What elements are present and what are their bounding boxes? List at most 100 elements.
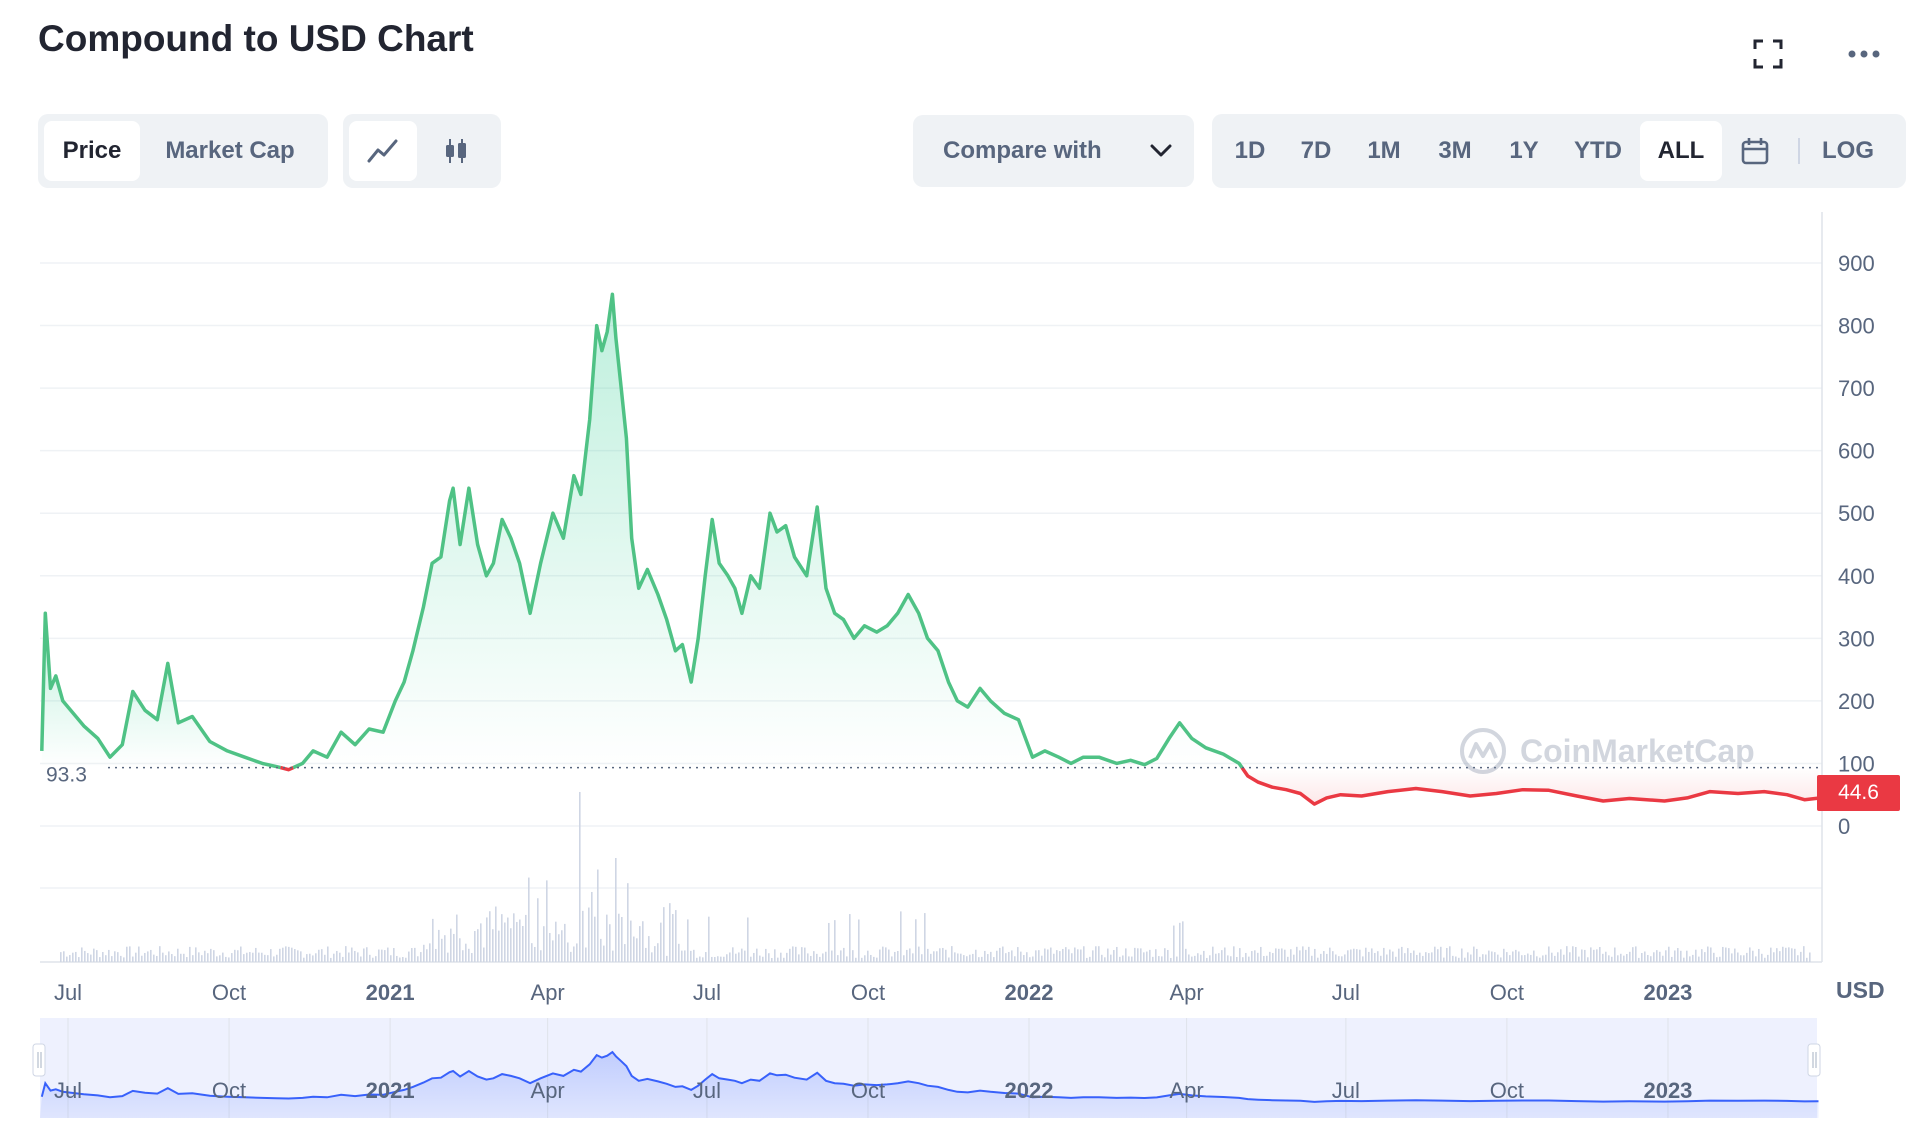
- volume-bar: [792, 946, 794, 962]
- range-ytd[interactable]: YTD: [1574, 137, 1622, 164]
- volume-bar: [1695, 949, 1697, 962]
- volume-bar: [81, 947, 83, 962]
- volume-bar: [345, 946, 347, 962]
- volume-bar: [1077, 949, 1079, 962]
- volume-bar: [1248, 956, 1250, 962]
- volume-bar: [144, 952, 146, 962]
- volume-bar: [1290, 949, 1292, 962]
- navigator-tick-label: Jul: [693, 1078, 721, 1103]
- calendar-icon[interactable]: [1722, 121, 1788, 181]
- volume-bar: [573, 946, 575, 962]
- fullscreen-icon[interactable]: [1746, 32, 1790, 76]
- navigator-handle-right[interactable]: [1807, 1043, 1821, 1077]
- range-1m[interactable]: 1M: [1367, 137, 1401, 164]
- volume-bar: [495, 906, 497, 962]
- volume-bar: [381, 949, 383, 962]
- volume-bar: [1734, 948, 1736, 962]
- volume-bar: [801, 947, 803, 962]
- volume-bar: [546, 880, 548, 962]
- volume-bar: [993, 957, 995, 962]
- range-all[interactable]: ALL: [1640, 121, 1722, 181]
- volume-bar: [1653, 952, 1655, 962]
- volume-bar: [1254, 950, 1256, 962]
- page-title: Compound to USD Chart: [38, 18, 474, 59]
- y-tick-label: 900: [1838, 251, 1875, 276]
- volume-bar: [699, 956, 701, 962]
- volume-bar: [255, 947, 257, 962]
- range-7d[interactable]: 7D: [1300, 137, 1332, 164]
- volume-bar: [1128, 956, 1130, 962]
- volume-bar: [219, 955, 221, 962]
- volume-bar: [1671, 956, 1673, 962]
- volume-bar: [1185, 948, 1187, 962]
- volume-bar: [633, 936, 635, 962]
- volume-bar: [477, 929, 479, 962]
- range-1y[interactable]: 1Y: [1509, 137, 1539, 164]
- tab-price[interactable]: Price: [44, 121, 140, 181]
- volume-bar: [762, 956, 764, 962]
- volume-bar: [411, 948, 413, 962]
- navigator-tick-label: Oct: [212, 1078, 246, 1103]
- volume-bar: [1764, 957, 1766, 962]
- volume-bar: [327, 946, 329, 962]
- volume-bar: [825, 951, 827, 962]
- volume-bar: [126, 946, 128, 962]
- more-icon[interactable]: [1842, 32, 1886, 76]
- volume-bar: [1335, 954, 1337, 962]
- navigator-tick-label: Apr: [1169, 1078, 1203, 1103]
- volume-bar: [1182, 921, 1184, 962]
- volume-bar: [588, 907, 590, 962]
- tab-market-cap[interactable]: Market Cap: [165, 137, 295, 164]
- volume-bar: [240, 946, 242, 962]
- volume-bar: [753, 952, 755, 962]
- volume-bar: [210, 948, 212, 962]
- navigator-handle-left[interactable]: [32, 1043, 46, 1077]
- volume-bar: [864, 955, 866, 962]
- volume-bar: [1173, 925, 1175, 962]
- volume-bar: [1113, 950, 1115, 962]
- volume-bar: [252, 952, 254, 962]
- volume-bar: [1776, 948, 1778, 962]
- volume-bar: [63, 951, 65, 962]
- volume-bar: [324, 954, 326, 962]
- range-3m[interactable]: 3M: [1438, 137, 1472, 164]
- volume-bar: [1599, 947, 1601, 962]
- volume-bar: [555, 921, 557, 962]
- range-1d[interactable]: 1D: [1234, 137, 1266, 164]
- log-toggle[interactable]: LOG: [1822, 137, 1874, 164]
- volume-bar: [480, 923, 482, 962]
- volume-bar: [1317, 957, 1319, 962]
- volume-bar: [159, 946, 161, 962]
- volume-bar: [1272, 953, 1274, 962]
- volume-bar: [1155, 949, 1157, 962]
- volume-bar: [882, 946, 884, 962]
- volume-bar: [741, 948, 743, 962]
- candlestick-icon[interactable]: [417, 121, 495, 181]
- volume-bar: [1644, 951, 1646, 962]
- volume-bar: [1683, 957, 1685, 962]
- volume-bar: [855, 957, 857, 962]
- volume-bar: [1296, 946, 1298, 962]
- volume-bar: [1212, 946, 1214, 962]
- volume-bar: [1767, 954, 1769, 962]
- volume-bar: [213, 950, 215, 962]
- y-tick-label: 500: [1838, 501, 1875, 526]
- volume-bar: [366, 947, 368, 962]
- volume-bar: [1656, 950, 1658, 962]
- line-chart-icon[interactable]: [349, 121, 417, 181]
- volume-bar: [339, 952, 341, 962]
- volume-bar: [153, 954, 155, 962]
- compare-with-dropdown[interactable]: Compare with: [913, 115, 1194, 187]
- volume-bar: [123, 957, 125, 962]
- volume-bar: [336, 950, 338, 962]
- volume-bar: [684, 950, 686, 962]
- volume-bar: [1089, 956, 1091, 962]
- volume-bar: [1623, 955, 1625, 962]
- x-axis: Jul Oct 2021 Apr Jul Oct 2022 Apr Jul Oct 2023: [54, 980, 1692, 1005]
- volume-bar: [1167, 949, 1169, 962]
- volume-bar: [423, 944, 425, 962]
- volume-bar: [1425, 952, 1427, 962]
- volume-bar: [1302, 946, 1304, 962]
- volume-bar: [1476, 948, 1478, 962]
